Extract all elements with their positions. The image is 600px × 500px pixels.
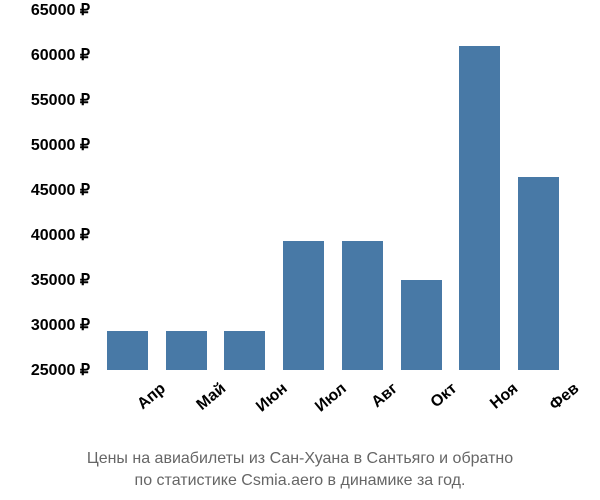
x-tick-label: Фев: [546, 380, 582, 415]
bar-slot: [509, 10, 568, 370]
x-axis-labels: АпрМайИюнИюлАвгОктНояФев: [98, 370, 568, 430]
bar: [459, 46, 500, 370]
plot-area: 25000 ₽30000 ₽35000 ₽40000 ₽45000 ₽50000…: [98, 10, 568, 370]
bar-slot: [451, 10, 510, 370]
bar-slot: [333, 10, 392, 370]
y-tick-label: 30000 ₽: [0, 315, 90, 335]
bar: [401, 280, 442, 370]
bar: [518, 177, 559, 371]
y-tick-label: 50000 ₽: [0, 135, 90, 155]
bar-slot: [98, 10, 157, 370]
x-label-slot: Июл: [274, 370, 333, 430]
x-label-slot: Ноя: [451, 370, 510, 430]
bar: [166, 331, 207, 370]
x-label-slot: Май: [157, 370, 216, 430]
x-label-slot: Фев: [509, 370, 568, 430]
x-label-slot: Апр: [98, 370, 157, 430]
caption-line-1: Цены на авиабилеты из Сан-Хуана в Сантья…: [0, 448, 600, 470]
chart-caption: Цены на авиабилеты из Сан-Хуана в Сантья…: [0, 448, 600, 491]
y-tick-label: 65000 ₽: [0, 0, 90, 20]
bar-slot: [216, 10, 275, 370]
x-label-slot: Окт: [392, 370, 451, 430]
bar-slot: [392, 10, 451, 370]
x-label-slot: Авг: [333, 370, 392, 430]
y-tick-label: 45000 ₽: [0, 180, 90, 200]
y-tick-label: 40000 ₽: [0, 225, 90, 245]
caption-line-2: по статистике Csmia.aero в динамике за г…: [0, 470, 600, 492]
bar: [283, 241, 324, 370]
price-bar-chart: 25000 ₽ 30000 ₽ 35000 ₽ 40000 ₽ 45000 ₽ 50000…: [0, 0, 600, 500]
x-label-slot: Июн: [216, 370, 275, 430]
bar: [342, 241, 383, 370]
y-tick-label: 60000 ₽: [0, 45, 90, 65]
bar: [224, 331, 265, 370]
y-tick-label: 35000 ₽: [0, 270, 90, 290]
bar-slot: [157, 10, 216, 370]
bar-slot: [274, 10, 333, 370]
y-tick-label: 25000 ₽: [0, 360, 90, 380]
bars-container: [98, 10, 568, 370]
y-tick-label: 55000 ₽: [0, 90, 90, 110]
bar: [107, 331, 148, 370]
